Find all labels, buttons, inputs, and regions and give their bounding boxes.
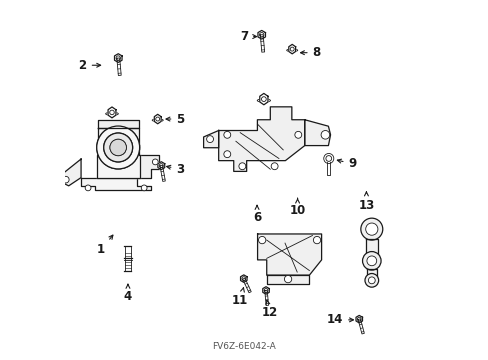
- Polygon shape: [304, 120, 330, 145]
- Circle shape: [152, 159, 158, 165]
- Circle shape: [366, 256, 376, 266]
- Circle shape: [110, 139, 126, 156]
- Circle shape: [313, 237, 320, 244]
- Polygon shape: [240, 275, 246, 282]
- Ellipse shape: [257, 99, 270, 102]
- Polygon shape: [154, 114, 161, 124]
- Polygon shape: [218, 107, 304, 171]
- Circle shape: [323, 153, 333, 163]
- Text: 12: 12: [261, 300, 277, 319]
- Circle shape: [85, 185, 91, 191]
- Polygon shape: [203, 131, 218, 148]
- Polygon shape: [259, 93, 267, 105]
- Circle shape: [97, 126, 140, 169]
- Circle shape: [258, 237, 265, 244]
- Text: 3: 3: [166, 163, 184, 176]
- Text: 11: 11: [232, 288, 248, 307]
- Circle shape: [141, 185, 147, 191]
- Polygon shape: [98, 120, 139, 128]
- Circle shape: [224, 151, 230, 158]
- Polygon shape: [326, 162, 329, 175]
- Polygon shape: [355, 315, 362, 323]
- Text: 14: 14: [326, 313, 353, 327]
- Circle shape: [367, 277, 374, 284]
- Polygon shape: [288, 44, 295, 54]
- Text: 4: 4: [123, 284, 132, 303]
- Polygon shape: [81, 177, 151, 190]
- Text: 5: 5: [166, 113, 184, 126]
- Circle shape: [271, 163, 278, 170]
- Circle shape: [97, 126, 140, 169]
- Text: 2: 2: [79, 59, 101, 72]
- Polygon shape: [117, 58, 121, 76]
- Polygon shape: [365, 239, 377, 261]
- Circle shape: [362, 252, 380, 270]
- Text: 6: 6: [252, 205, 261, 224]
- Text: 1: 1: [97, 235, 113, 256]
- Polygon shape: [357, 319, 364, 334]
- Circle shape: [110, 139, 126, 156]
- Ellipse shape: [105, 112, 118, 115]
- Circle shape: [206, 136, 213, 143]
- Circle shape: [325, 156, 331, 161]
- Text: 7: 7: [240, 30, 256, 43]
- Text: 8: 8: [300, 46, 320, 59]
- Polygon shape: [260, 35, 264, 52]
- Polygon shape: [125, 246, 130, 271]
- Polygon shape: [114, 54, 122, 62]
- Circle shape: [294, 131, 301, 138]
- Polygon shape: [97, 128, 140, 177]
- Polygon shape: [137, 155, 159, 177]
- Circle shape: [284, 275, 291, 283]
- Polygon shape: [257, 234, 321, 275]
- Circle shape: [103, 133, 132, 162]
- Polygon shape: [266, 275, 309, 284]
- Polygon shape: [160, 166, 165, 181]
- Circle shape: [365, 223, 377, 235]
- Polygon shape: [262, 287, 269, 294]
- Polygon shape: [264, 291, 268, 306]
- Circle shape: [224, 131, 230, 138]
- Text: 9: 9: [337, 157, 356, 170]
- Polygon shape: [258, 31, 265, 39]
- Circle shape: [364, 274, 378, 287]
- Text: FV6Z-6E042-A: FV6Z-6E042-A: [212, 342, 276, 351]
- Polygon shape: [61, 159, 81, 186]
- Circle shape: [103, 133, 132, 162]
- Circle shape: [62, 176, 69, 183]
- Ellipse shape: [286, 49, 297, 52]
- Polygon shape: [108, 107, 116, 118]
- Polygon shape: [158, 162, 164, 170]
- Circle shape: [360, 218, 382, 240]
- Ellipse shape: [152, 119, 163, 122]
- Circle shape: [239, 163, 245, 170]
- Polygon shape: [242, 278, 251, 293]
- Text: 13: 13: [358, 192, 374, 212]
- Polygon shape: [366, 269, 376, 280]
- Circle shape: [321, 131, 329, 139]
- Text: 10: 10: [289, 198, 305, 217]
